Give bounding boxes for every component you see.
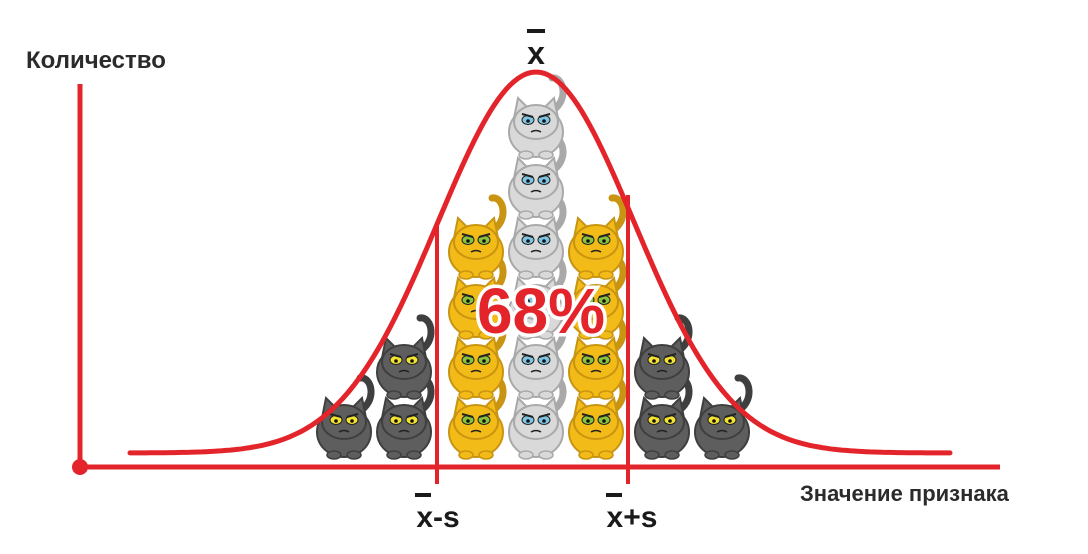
yellow-cat [448, 254, 507, 340]
bell-curve [127, 69, 953, 456]
y-axis-label: Количество [26, 47, 166, 74]
white-cat [508, 314, 567, 400]
white-cat [508, 374, 567, 460]
yellow-cat [568, 254, 627, 340]
gray-cat [316, 374, 375, 460]
x-axis-label: Значение признака [800, 481, 1010, 506]
yellow-cat [568, 314, 627, 400]
mean-label: x [527, 35, 545, 71]
percent-label: 68% [477, 275, 605, 347]
yellow-cat [448, 194, 507, 280]
gray-cat [634, 314, 693, 400]
white-cat [508, 254, 567, 340]
yellow-cat [568, 374, 627, 460]
yellow-cat [568, 194, 627, 280]
origin-dot [72, 459, 88, 475]
cats-layer [316, 74, 753, 460]
yellow-cat [448, 314, 507, 400]
plus-s-label: x+s [607, 501, 658, 534]
minus-s-label: x-s [416, 501, 459, 534]
white-cat [508, 74, 567, 160]
gray-cat [376, 314, 435, 400]
gray-cat [634, 374, 693, 460]
